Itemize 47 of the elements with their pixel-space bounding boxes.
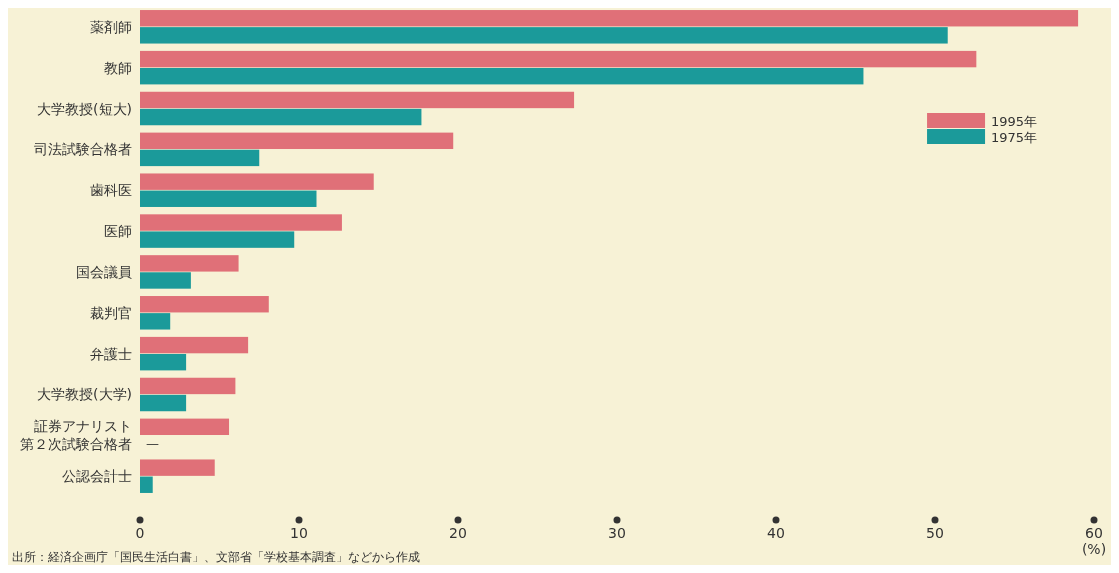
- bar: [140, 418, 230, 436]
- y-tick-label: 公認会計士: [62, 468, 132, 485]
- y-tick-label: 国会議員: [76, 263, 132, 280]
- y-tick-label: 薬剤師: [90, 18, 132, 35]
- bar: [140, 255, 239, 272]
- text: —: [146, 436, 159, 452]
- bar: [140, 214, 342, 231]
- bar: [140, 296, 269, 313]
- bar: [140, 231, 295, 248]
- y-tick-label: 大学教授(短大): [37, 100, 132, 117]
- y-tick-label: 歯科医: [90, 182, 132, 199]
- bar: [140, 272, 191, 289]
- bar: [140, 313, 171, 330]
- x-axis-title: (%): [1081, 541, 1107, 557]
- x-tick-label: 30: [608, 525, 626, 541]
- bar: [140, 377, 236, 395]
- bar: [140, 190, 317, 207]
- x-tick-label: 10: [290, 525, 308, 541]
- x-tick-label: 0: [135, 525, 145, 541]
- bar: [140, 27, 948, 44]
- bar: [140, 108, 422, 126]
- bar: [140, 476, 153, 493]
- y-tick-label: 弁護士: [90, 345, 132, 362]
- bar: [140, 10, 1079, 27]
- bar: [140, 394, 187, 412]
- bar: [140, 50, 977, 68]
- text: 出所：経済企画庁「国民生活白書」、文部省「学校基本調査」などから作成: [12, 550, 420, 564]
- bar: [140, 67, 864, 85]
- bar: [140, 149, 260, 167]
- y-tick-label: 証券アナリスト第２次試験合格者: [20, 418, 132, 453]
- y-tick-label: 大学教授(大学): [37, 386, 132, 403]
- x-tick-label: 50: [926, 525, 944, 541]
- y-tick-label: 医師: [104, 223, 132, 240]
- bar: [140, 353, 187, 371]
- legend-label: 1995年: [991, 113, 1038, 129]
- bar: [140, 132, 454, 150]
- bar: [140, 459, 215, 476]
- bar: [140, 173, 374, 190]
- x-tick-label: 60: [1085, 525, 1103, 541]
- legend-label: 1975年: [991, 129, 1038, 145]
- y-tick-label: 教師: [104, 59, 132, 76]
- x-tick-label: 20: [449, 525, 467, 541]
- x-tick-label: 40: [767, 525, 785, 541]
- bar: [140, 336, 249, 354]
- y-tick-label: 裁判官: [90, 304, 132, 321]
- bar: [140, 91, 575, 109]
- y-tick-label: 司法試験合格者: [34, 141, 132, 158]
